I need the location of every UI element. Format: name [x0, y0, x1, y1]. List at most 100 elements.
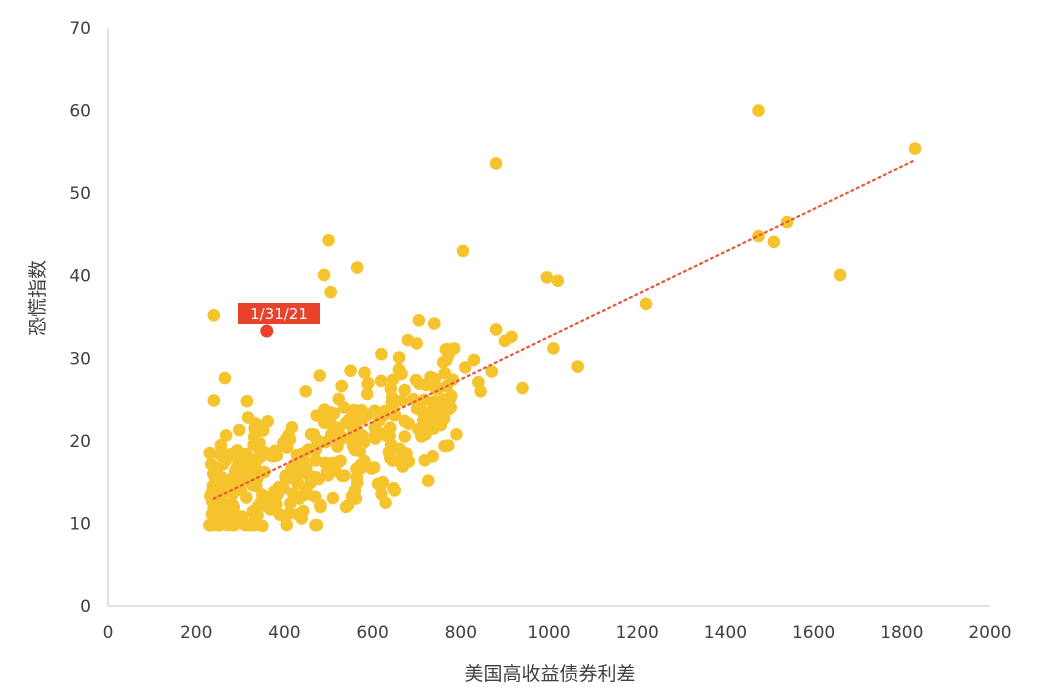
data-point — [421, 474, 435, 488]
data-point — [241, 411, 255, 424]
data-point — [639, 297, 653, 311]
data-point — [242, 518, 256, 532]
data-point — [347, 417, 361, 431]
data-point — [516, 381, 529, 395]
data-point — [348, 428, 362, 442]
data-point — [489, 323, 503, 336]
data-point — [361, 377, 375, 391]
data-point — [412, 314, 426, 327]
data-point — [438, 366, 452, 380]
data-point — [318, 403, 331, 416]
data-point — [467, 353, 481, 367]
data-point — [378, 404, 392, 418]
data-point — [310, 518, 324, 532]
data-point — [418, 454, 432, 467]
data-point — [350, 462, 363, 476]
data-point — [395, 394, 409, 407]
data-point — [407, 392, 420, 406]
data-point — [299, 385, 313, 398]
trend-line — [212, 159, 917, 500]
data-point — [308, 444, 322, 457]
data-point — [447, 342, 461, 355]
data-point — [368, 429, 382, 442]
data-point — [371, 477, 385, 491]
data-point — [335, 379, 349, 393]
data-point — [334, 454, 347, 468]
data-point — [280, 518, 294, 532]
y-tick-label: 20 — [69, 432, 91, 452]
data-point — [428, 317, 441, 330]
x-tick-label: 1600 — [792, 623, 835, 643]
data-point — [277, 436, 290, 450]
data-point — [214, 438, 228, 452]
data-point — [253, 436, 266, 450]
data-point — [388, 484, 402, 497]
data-point — [203, 446, 217, 460]
data-point — [350, 476, 364, 489]
data-point — [310, 433, 324, 447]
data-point — [286, 487, 300, 500]
x-tick-label: 1200 — [616, 623, 659, 643]
data-point — [313, 369, 327, 382]
data-point — [255, 494, 268, 508]
data-point — [540, 271, 554, 284]
data-point — [432, 404, 445, 417]
data-point — [261, 415, 275, 428]
data-point — [284, 497, 297, 510]
x-axis-title: 美国高收益债券利差 — [464, 663, 635, 685]
x-tick-label: 1800 — [880, 623, 923, 643]
highlight-label-box — [238, 303, 320, 324]
data-point — [218, 371, 232, 385]
data-point — [358, 366, 371, 380]
data-point — [208, 495, 221, 509]
data-point — [240, 394, 254, 408]
data-point — [355, 403, 368, 417]
data-point — [335, 469, 349, 483]
data-point — [239, 447, 253, 461]
data-point — [393, 442, 407, 456]
highlight-annotation: 1/31/21 — [238, 303, 320, 338]
data-point — [360, 387, 374, 401]
x-tick-label: 1000 — [527, 623, 570, 643]
data-point — [368, 404, 382, 418]
data-point — [374, 374, 388, 388]
data-point — [317, 268, 331, 282]
data-point — [444, 389, 458, 403]
data-point — [337, 401, 351, 414]
data-point — [285, 421, 299, 434]
y-tick-label: 70 — [69, 19, 91, 39]
x-tick-label: 800 — [445, 623, 477, 643]
data-point — [450, 428, 463, 441]
data-point — [422, 410, 436, 424]
data-point — [339, 500, 353, 514]
data-point — [304, 476, 317, 490]
data-point — [214, 513, 227, 526]
data-point — [248, 422, 261, 435]
data-point — [344, 364, 357, 378]
data-point — [401, 333, 415, 347]
data-point — [365, 462, 379, 475]
data-point — [251, 508, 264, 522]
data-point — [571, 360, 584, 373]
x-tick-label: 400 — [268, 623, 300, 643]
y-tick-label: 40 — [69, 267, 91, 287]
y-tick-label: 0 — [80, 597, 91, 617]
y-tick-label: 30 — [69, 349, 91, 369]
data-point — [207, 394, 221, 407]
data-point — [267, 485, 281, 499]
data-point — [398, 430, 412, 443]
data-point — [226, 518, 239, 532]
data-point — [417, 393, 431, 407]
data-point — [398, 383, 411, 397]
y-tick-label: 50 — [69, 184, 91, 204]
data-point — [438, 439, 451, 453]
data-point — [314, 498, 327, 512]
data-point — [767, 235, 781, 249]
axes — [107, 28, 990, 607]
data-point — [551, 274, 565, 288]
data-point — [227, 501, 241, 515]
data-point — [295, 512, 309, 525]
x-tick-label: 600 — [356, 623, 388, 643]
data-point — [402, 417, 416, 431]
